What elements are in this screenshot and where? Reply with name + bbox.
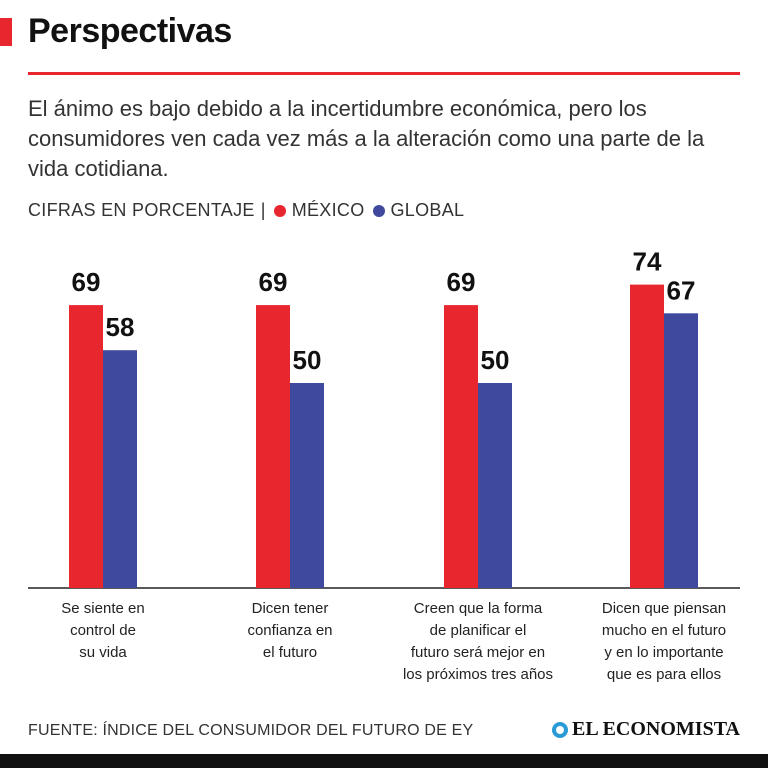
data-label-global-1: 50 [293,345,322,375]
bottom-strip [0,754,768,768]
data-label-global-0: 58 [106,312,135,342]
legend-label-mexico: MÉXICO [291,200,365,220]
legend-separator: | [260,200,266,220]
category-label-2: Creen que la forma de planificar el futu… [402,600,554,683]
legend-prefix: CIFRAS EN PORCENTAJE [28,200,255,220]
legend-dot-mexico [273,204,286,217]
bar-mexico-0 [69,305,103,588]
data-label-global-2: 50 [481,345,510,375]
bar-global-3 [664,313,698,588]
data-label-mexico-3: 74 [633,247,662,277]
page-title: Perspectivas [28,12,232,50]
legend-item-mexico: MÉXICO [272,200,365,221]
bar-mexico-3 [630,284,664,588]
category-label-3: Dicen que piensan mucho en el futuro y e… [601,600,727,683]
legend-item-global: GLOBAL [371,200,465,221]
logo-text: EL ECONOMISTA [572,718,740,740]
data-label-global-3: 67 [667,275,696,305]
data-label-mexico-2: 69 [447,267,476,297]
chart-legend: CIFRAS EN PORCENTAJE | MÉXICO GLOBAL [28,200,470,221]
legend-label-global: GLOBAL [390,200,465,220]
category-label-1: Dicen tener confianza en el futuro [247,600,333,661]
bar-global-0 [103,350,137,588]
title-rule [28,72,740,75]
bar-mexico-1 [256,305,290,588]
logo-mark-icon [552,721,568,738]
source-note: FUENTE: ÍNDICE DEL CONSUMIDOR DEL FUTURO… [28,722,474,739]
bar-global-1 [290,383,324,588]
category-label-0: Se siente en control de su vida [61,600,145,661]
bar-mexico-2 [444,305,478,588]
title-accent-bar [0,18,12,46]
data-label-mexico-0: 69 [72,267,101,297]
data-label-mexico-1: 69 [259,267,288,297]
bar-global-2 [478,383,512,588]
legend-dot-global [372,204,385,217]
publisher-logo: EL ECONOMISTA [552,718,740,741]
chart-subtitle: El ánimo es bajo debido a la incertidumb… [28,96,705,181]
